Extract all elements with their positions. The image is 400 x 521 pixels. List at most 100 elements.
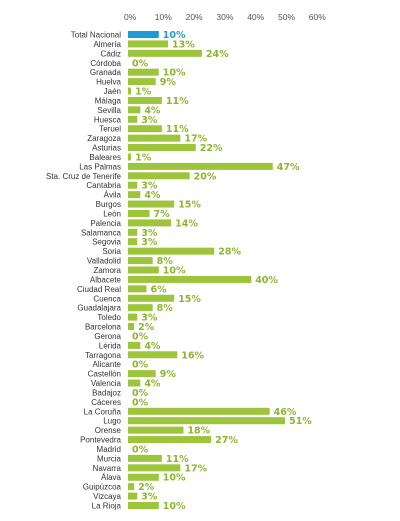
category-label: Zamora bbox=[93, 266, 121, 275]
data-label: 10% bbox=[163, 68, 186, 79]
bar bbox=[128, 200, 175, 208]
category-label: Alicante bbox=[93, 360, 122, 369]
category-label: Palencia bbox=[90, 219, 121, 228]
category-label: Navarra bbox=[93, 464, 122, 473]
bar bbox=[128, 370, 156, 378]
bar bbox=[128, 257, 153, 265]
category-label: Burgos bbox=[96, 200, 121, 209]
bar bbox=[128, 125, 162, 133]
data-label: 8% bbox=[157, 303, 174, 314]
bar bbox=[128, 78, 156, 86]
bar bbox=[128, 134, 181, 142]
data-label: 7% bbox=[154, 209, 171, 220]
bar bbox=[128, 172, 190, 180]
data-label: 22% bbox=[200, 143, 223, 154]
data-label: 11% bbox=[166, 124, 189, 135]
bar bbox=[128, 247, 215, 255]
data-label: 15% bbox=[178, 200, 201, 211]
data-label: 1% bbox=[135, 152, 152, 163]
category-label: Huelva bbox=[96, 78, 121, 87]
bar bbox=[128, 219, 172, 227]
category-label: Guipúzcoa bbox=[83, 483, 122, 492]
category-label: Soria bbox=[102, 247, 121, 256]
category-label: Asturias bbox=[92, 144, 121, 153]
bar bbox=[128, 464, 181, 472]
bar bbox=[128, 313, 138, 321]
data-label: 51% bbox=[289, 416, 312, 427]
bar bbox=[128, 426, 184, 434]
category-label: Sevilla bbox=[97, 106, 121, 115]
bar bbox=[128, 238, 138, 246]
data-label: 3% bbox=[141, 492, 158, 503]
bar bbox=[128, 351, 178, 359]
bar bbox=[128, 144, 196, 152]
data-label: 17% bbox=[184, 463, 207, 474]
category-label: Zaragoza bbox=[87, 134, 121, 143]
category-label: Baleares bbox=[89, 153, 121, 162]
data-label: 40% bbox=[255, 275, 278, 286]
category-label: Castellón bbox=[88, 370, 121, 379]
bar bbox=[128, 181, 138, 189]
bar bbox=[128, 275, 252, 283]
data-label: 2% bbox=[138, 322, 155, 333]
data-label: 28% bbox=[218, 247, 241, 258]
category-label: La Coruña bbox=[84, 407, 122, 416]
data-label: 10% bbox=[163, 30, 186, 41]
data-label: 13% bbox=[172, 39, 195, 50]
data-label: 0% bbox=[132, 331, 149, 342]
data-label: 4% bbox=[144, 105, 161, 116]
bar bbox=[128, 106, 141, 114]
data-label: 3% bbox=[141, 115, 158, 126]
x-tick-label: 40% bbox=[247, 12, 264, 22]
category-label: Cáceres bbox=[91, 398, 121, 407]
bar bbox=[128, 454, 162, 462]
data-label: 1% bbox=[135, 87, 152, 98]
x-tick-label: 20% bbox=[186, 12, 203, 22]
category-label: Álava bbox=[101, 473, 122, 482]
category-label: Total Nacional bbox=[71, 31, 121, 40]
data-label: 3% bbox=[141, 237, 158, 248]
category-label: Las Palmas bbox=[79, 162, 121, 171]
x-tick-label: 30% bbox=[216, 12, 233, 22]
data-label: 10% bbox=[163, 266, 186, 277]
bar bbox=[128, 417, 286, 425]
category-label: Cuenca bbox=[93, 294, 121, 303]
bar bbox=[128, 502, 159, 509]
data-label: 6% bbox=[150, 284, 167, 295]
data-label: 4% bbox=[144, 190, 161, 201]
category-label: La Rioja bbox=[92, 502, 122, 511]
data-label: 18% bbox=[187, 426, 210, 437]
bar bbox=[128, 96, 162, 104]
data-label: 47% bbox=[277, 162, 300, 173]
x-tick-label: 60% bbox=[309, 12, 326, 22]
x-tick-label: 10% bbox=[155, 12, 172, 22]
category-label: Pontevedra bbox=[80, 436, 121, 445]
category-label: Vizcaya bbox=[93, 492, 121, 501]
category-label: Huesca bbox=[94, 115, 122, 124]
category-label: Orense bbox=[95, 426, 122, 435]
data-label: 11% bbox=[166, 96, 189, 107]
bar bbox=[128, 162, 273, 170]
bar bbox=[128, 31, 159, 38]
data-label: 20% bbox=[194, 171, 217, 182]
data-label: 10% bbox=[163, 501, 186, 512]
bar bbox=[128, 436, 212, 444]
bar bbox=[128, 49, 202, 57]
bar bbox=[128, 285, 147, 293]
data-label: 2% bbox=[138, 482, 155, 493]
category-label: Cantabria bbox=[86, 181, 121, 190]
category-label: Valladolid bbox=[87, 257, 121, 266]
category-label: Almería bbox=[93, 40, 121, 49]
category-label: Jaén bbox=[104, 87, 121, 96]
bar bbox=[128, 492, 138, 500]
bar bbox=[128, 379, 141, 387]
bar bbox=[128, 87, 132, 95]
x-tick-label: 50% bbox=[278, 12, 295, 22]
data-label: 27% bbox=[215, 435, 238, 446]
bar bbox=[128, 407, 270, 415]
bar bbox=[128, 266, 159, 274]
data-label: 4% bbox=[144, 379, 161, 390]
bar bbox=[128, 115, 138, 123]
